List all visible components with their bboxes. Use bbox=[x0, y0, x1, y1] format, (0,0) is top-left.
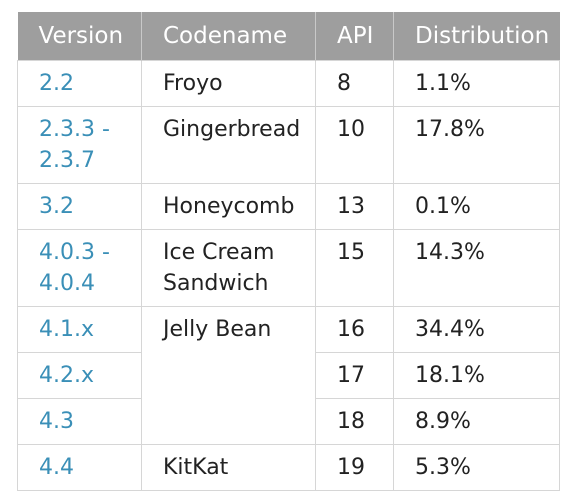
table-row: 2.2 Froyo 8 1.1% bbox=[17, 59, 560, 107]
table-row: 4.4 KitKat 19 5.3% bbox=[17, 443, 560, 491]
codename-cell: Gingerbread bbox=[141, 105, 316, 184]
codename-cell: Honeycomb bbox=[141, 182, 316, 230]
version-cell: 4.3 bbox=[17, 397, 142, 445]
distribution-cell: 14.3% bbox=[393, 228, 560, 307]
api-cell: 8 bbox=[315, 59, 394, 107]
table-row: 4.1.x Jelly Bean 16 34.4% bbox=[17, 305, 560, 445]
table-row: 3.2 Honeycomb 13 0.1% bbox=[17, 182, 560, 230]
version-link[interactable]: 4.4 bbox=[39, 454, 74, 480]
version-link[interactable]: 4.0.3 - 4.0.4 bbox=[39, 239, 110, 296]
version-link[interactable]: 4.3 bbox=[39, 408, 74, 434]
distribution-table: Version Codename API Distribution 2.2 Fr… bbox=[17, 12, 560, 491]
version-cell: 4.0.3 - 4.0.4 bbox=[17, 228, 142, 307]
distribution-cell: 34.4% bbox=[393, 305, 560, 353]
header-api: API bbox=[315, 12, 394, 60]
distribution-cell: 1.1% bbox=[393, 59, 560, 107]
version-cell: 3.2 bbox=[17, 182, 142, 230]
header-version: Version bbox=[17, 12, 142, 60]
version-link[interactable]: 2.3.3 - 2.3.7 bbox=[39, 116, 110, 173]
table-header-row: Version Codename API Distribution bbox=[17, 12, 560, 60]
distribution-cell: 0.1% bbox=[393, 182, 560, 230]
api-cell: 16 bbox=[315, 305, 394, 353]
version-link[interactable]: 2.2 bbox=[39, 70, 74, 96]
version-cell: 2.3.3 - 2.3.7 bbox=[17, 105, 142, 184]
table-row: 4.0.3 - 4.0.4 Ice Cream Sandwich 15 14.3… bbox=[17, 228, 560, 307]
header-distribution: Distribution bbox=[393, 12, 560, 60]
codename-cell: Froyo bbox=[141, 59, 316, 107]
api-cell: 19 bbox=[315, 443, 394, 491]
distribution-cell: 8.9% bbox=[393, 397, 560, 445]
api-cell: 17 bbox=[315, 351, 394, 399]
table-row: 4.2.x 17 18.1% bbox=[17, 351, 560, 399]
api-cell: 10 bbox=[315, 105, 394, 184]
distribution-cell: 18.1% bbox=[393, 351, 560, 399]
codename-cell: Ice Cream Sandwich bbox=[141, 228, 316, 307]
version-link[interactable]: 4.1.x bbox=[39, 316, 94, 342]
api-cell: 13 bbox=[315, 182, 394, 230]
distribution-cell: 17.8% bbox=[393, 105, 560, 184]
version-cell: 4.1.x bbox=[17, 305, 142, 353]
version-cell: 4.4 bbox=[17, 443, 142, 491]
api-cell: 15 bbox=[315, 228, 394, 307]
distribution-cell: 5.3% bbox=[393, 443, 560, 491]
version-link[interactable]: 4.2.x bbox=[39, 362, 94, 388]
codename-cell: KitKat bbox=[141, 443, 316, 491]
codename-cell: Jelly Bean bbox=[141, 305, 316, 445]
api-cell: 18 bbox=[315, 397, 394, 445]
version-cell: 2.2 bbox=[17, 59, 142, 107]
table-row: 2.3.3 - 2.3.7 Gingerbread 10 17.8% bbox=[17, 105, 560, 184]
version-link[interactable]: 3.2 bbox=[39, 193, 74, 219]
header-codename: Codename bbox=[141, 12, 316, 60]
version-cell: 4.2.x bbox=[17, 351, 142, 399]
